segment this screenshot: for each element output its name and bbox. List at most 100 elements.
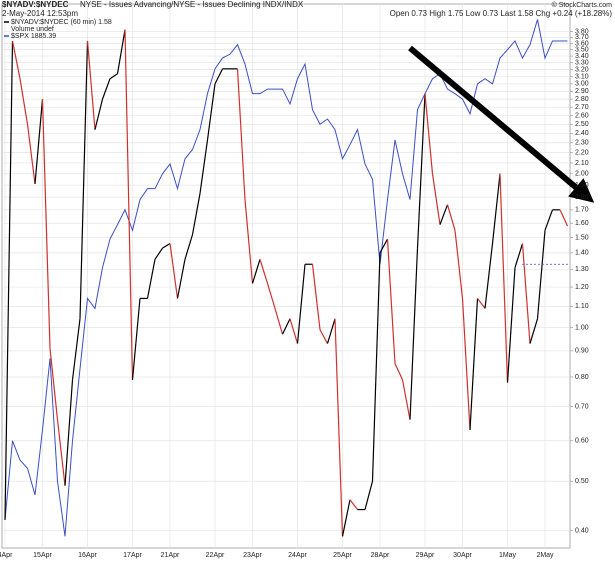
ratio-segment xyxy=(79,40,89,319)
ratio-segment xyxy=(109,73,118,80)
ratio-segment xyxy=(334,318,344,537)
ratio-segment xyxy=(11,40,21,79)
ratio-segment xyxy=(296,264,306,344)
ratio-segment xyxy=(349,499,358,510)
ratio-segment xyxy=(94,99,104,130)
plot-frame xyxy=(1,3,571,549)
x-tick-label: 21Apr xyxy=(161,552,180,559)
y-tick-label: 1.60 xyxy=(575,220,589,227)
ratio-segment xyxy=(394,363,404,381)
y-tick-label: 2.00 xyxy=(575,171,589,178)
ratio-segment xyxy=(56,419,66,486)
y-tick-label: 1.00 xyxy=(575,324,589,331)
ratio-segment xyxy=(154,247,163,260)
y-tick-label: 1.10 xyxy=(575,303,589,310)
chart-title: $NYADV:$NYDEC xyxy=(2,0,69,9)
ratio-segment xyxy=(491,173,501,244)
ratio-segment xyxy=(49,348,59,420)
ratio-segment xyxy=(386,239,396,364)
y-tick-label: 3.60 xyxy=(575,40,589,47)
x-tick-label: 23Apr xyxy=(243,552,262,559)
ratio-segment xyxy=(236,68,246,200)
ratio-segment xyxy=(319,329,329,344)
ratio-segment xyxy=(251,259,261,284)
ratio-segment xyxy=(64,379,74,486)
ratio-segment xyxy=(431,173,441,225)
ratio-segment xyxy=(289,318,299,344)
annotation-arrow xyxy=(408,45,595,203)
legend-entry: $NYADV:$NYDEC (60 min) 1.58 xyxy=(11,19,112,26)
y-tick-label: 2.10 xyxy=(575,160,589,167)
ratio-segment xyxy=(259,259,269,284)
y-tick-label: 0.70 xyxy=(575,403,589,410)
ratio-segment xyxy=(34,99,44,185)
y-tick-label: 3.00 xyxy=(575,81,589,88)
ratio-segment xyxy=(424,93,434,174)
x-tick-label: 17Apr xyxy=(123,552,142,559)
x-tick-label: 4Apr xyxy=(0,552,13,559)
quote: Open 0.73 High 1.75 Low 0.73 Last 1.58 C… xyxy=(390,9,613,18)
ratio-segment xyxy=(477,298,486,309)
ratio-segment xyxy=(401,379,411,420)
y-tick-label: 0.80 xyxy=(575,374,589,381)
ratio-segment xyxy=(446,204,456,231)
marks xyxy=(4,19,570,537)
y-tick-label: 2.90 xyxy=(575,88,589,95)
y-tick-label: 0.90 xyxy=(575,348,589,355)
x-tick-label: 29Apr xyxy=(416,552,435,559)
ratio-segment xyxy=(439,204,449,225)
y-tick-label: 1.30 xyxy=(575,266,589,273)
ratio-segment xyxy=(206,83,216,140)
ratio-segment xyxy=(162,243,171,249)
ratio-segment xyxy=(454,230,464,299)
y-tick-label: 3.20 xyxy=(575,66,589,73)
ratio-segment xyxy=(379,238,389,254)
x-tick-label: 24Apr xyxy=(288,552,307,559)
ratio-segment xyxy=(26,124,36,185)
y-tick-label: 1.40 xyxy=(575,250,589,257)
x-tick-label: 28Apr xyxy=(371,552,390,559)
ratio-segment xyxy=(506,267,516,383)
ratio-segment xyxy=(484,243,494,309)
ratio-segment xyxy=(169,243,179,299)
ratio-segment xyxy=(86,40,96,130)
ratio-segment xyxy=(191,193,201,235)
ratio-segment xyxy=(371,252,381,482)
y-tick-label: 2.50 xyxy=(575,121,589,128)
y-tick-label: 0.50 xyxy=(575,478,589,485)
ratio-segment xyxy=(4,40,14,520)
ratio-segment xyxy=(364,481,374,510)
ratio-segment xyxy=(266,283,276,309)
spx-line xyxy=(4,19,568,537)
ratio-segment xyxy=(281,318,291,335)
ratio-segment xyxy=(499,173,509,383)
y-tick-label: 1.20 xyxy=(575,284,589,291)
ratio-segment xyxy=(116,29,126,74)
ratio-segment xyxy=(146,259,156,299)
x-tick-label: 22Apr xyxy=(206,552,225,559)
x-tick-label: 30Apr xyxy=(453,552,472,559)
x-tick-label: 16Apr xyxy=(78,552,97,559)
x-tick-label: 1May xyxy=(499,552,517,559)
ratio-segment xyxy=(131,298,141,380)
y-tick-label: 2.60 xyxy=(575,112,589,119)
ratio-segment xyxy=(544,209,554,231)
y-tick-label: 2.80 xyxy=(575,96,589,103)
ratio-segment xyxy=(41,99,51,349)
ratio-segment xyxy=(469,298,479,430)
y-tick-label: 1.90 xyxy=(575,182,589,189)
ratio-segment xyxy=(101,78,111,100)
y-tick-label: 3.40 xyxy=(575,53,589,60)
y-tick-label: 0.40 xyxy=(575,528,589,535)
y-tick-label: 3.50 xyxy=(575,46,589,53)
grid xyxy=(2,4,573,548)
ratio-segment xyxy=(124,29,134,380)
y-tick-label: 3.80 xyxy=(575,28,589,35)
ratio-segment xyxy=(461,298,471,430)
x-tick-label: 2May xyxy=(536,552,554,559)
ratio-segment xyxy=(409,248,419,420)
legend-entry: $SPX 1885.39 xyxy=(11,33,56,40)
ratio-segment xyxy=(274,308,284,335)
chart-date: 2-May-2014 12:53pm xyxy=(2,9,78,18)
